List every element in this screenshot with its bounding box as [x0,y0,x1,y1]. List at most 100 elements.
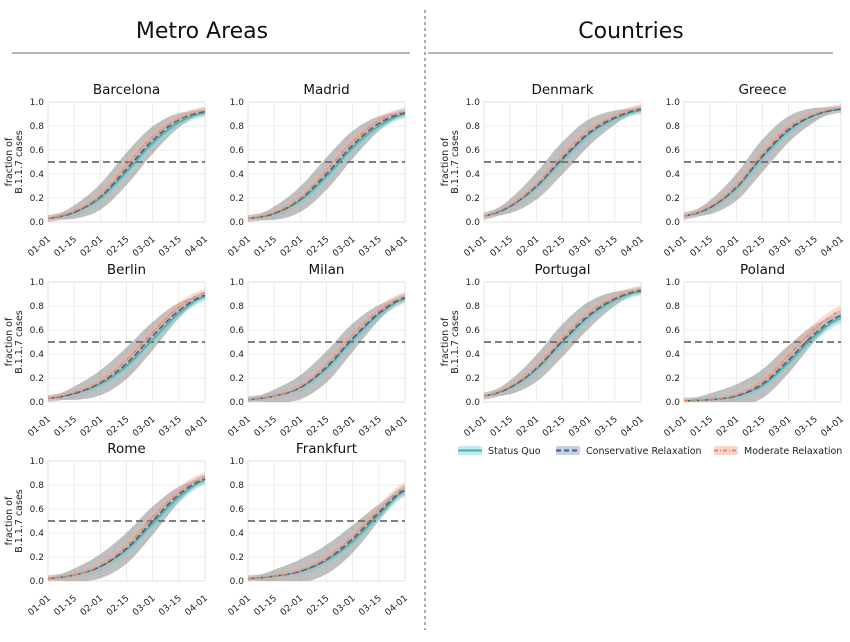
conservative-line [247,489,406,580]
x-tick-label: 02-01 [715,415,741,439]
conservative-band [248,108,405,222]
x-tick-label: 04-01 [183,594,209,618]
x-tick-label: 01-01 [462,235,488,259]
x-tick-label: 02-15 [105,235,131,259]
x-tick-label: 02-01 [79,415,105,439]
y-tick-label: 0.4 [30,170,45,180]
conservative-band [484,286,641,400]
x-tick-label: 01-15 [53,415,79,439]
moderate-band [48,288,205,402]
x-tick-label: 04-01 [819,415,845,439]
moderate-band [684,305,841,402]
x-tick-label: 01-01 [26,594,52,618]
y-tick-label: 0.4 [230,170,245,180]
x-tick-label: 01-15 [253,235,279,259]
status-quo-line [247,490,406,580]
y-tick-label: 0.2 [666,374,680,384]
x-tick-label: 03-01 [131,415,157,439]
moderate-line [47,109,206,220]
y-tick-label: 1.0 [666,98,681,108]
x-tick-label: 02-15 [741,235,767,259]
metro-areas-title: Metro Areas [136,19,268,44]
y-tick-label: 0.4 [466,170,481,180]
x-tick-label: 03-01 [331,235,357,259]
x-tick-label: 01-15 [253,594,279,618]
x-tick-label: 02-01 [515,235,541,259]
y-tick-label: 0.6 [230,326,245,336]
x-tick-label: 02-01 [279,594,305,618]
y-tick-label: 1.0 [666,278,681,288]
conservative-line [247,112,406,220]
x-tick-label: 04-01 [619,235,645,259]
status-quo-line [247,113,406,220]
legend-moderate-label: Moderate Relaxation [744,446,842,457]
y-tick-label: 1.0 [466,98,481,108]
y-tick-label: 1.0 [30,98,45,108]
legend-status-quo-label: Status Quo [488,446,541,457]
conservative-line [483,108,642,217]
y-tick-label: 0.2 [230,194,244,204]
uncertainty-band [48,294,205,400]
y-tick-label: 0.8 [230,302,245,312]
x-tick-label: 03-15 [793,415,819,439]
x-tick-label: 04-01 [183,235,209,259]
x-tick-label: 04-01 [619,415,645,439]
x-tick-label: 02-15 [305,235,331,259]
x-tick-label: 02-01 [279,415,305,439]
chart-title: Milan [309,262,345,278]
y-tick-label: 0.0 [230,577,245,587]
x-tick-label: 02-01 [79,594,105,618]
moderate-band [248,107,405,222]
uncertainty-band [484,289,641,397]
x-tick-label: 02-01 [279,235,305,259]
moderate-line [47,292,206,400]
y-axis-label-line2: B.1.1.7 cases [450,130,461,194]
x-tick-label: 03-15 [157,594,183,618]
moderate-line [247,295,406,401]
moderate-line [483,107,642,217]
moderate-band [48,472,205,581]
legend: Status Quo Conservative Relaxation Moder… [458,446,842,457]
uncertainty-band [248,297,405,402]
countries-title: Countries [578,19,684,44]
moderate-band [48,106,205,222]
chart-title: Rome [107,441,146,457]
y-tick-label: 0.6 [230,505,245,515]
x-tick-label: 03-15 [593,235,619,259]
y-axis-label-line2: B.1.1.7 cases [14,489,25,553]
x-tick-label: 01-15 [689,235,715,259]
uncertainty-band [48,111,205,220]
y-tick-label: 0.8 [666,302,681,312]
x-tick-label: 01-01 [226,594,252,618]
y-axis-label-line2: B.1.1.7 cases [14,310,25,374]
y-tick-label: 0.8 [230,122,245,132]
status-quo-band [484,106,641,220]
y-tick-label: 0.8 [230,481,245,491]
y-tick-label: 0.4 [230,529,245,539]
y-tick-label: 0.2 [30,553,44,563]
conservative-line [683,108,842,217]
y-tick-label: 0.0 [30,218,45,228]
x-tick-label: 03-15 [793,235,819,259]
y-axis-label-line2: B.1.1.7 cases [450,310,461,374]
x-tick-label: 02-15 [541,415,567,439]
moderate-band [248,292,405,402]
moderate-line [683,310,842,402]
y-tick-label: 0.8 [466,302,481,312]
status-quo-band [48,108,205,222]
y-tick-label: 0.8 [30,302,45,312]
y-tick-label: 0.0 [30,398,45,408]
y-tick-label: 0.6 [30,326,45,336]
chart-berlin: Berlin 01-01 01-15 02-01 02-15 03-01 03-15 04-0… [4,262,210,439]
y-tick-label: 0.2 [30,374,44,384]
x-tick-label: 01-15 [689,415,715,439]
conservative-line [247,296,406,401]
x-tick-label: 03-01 [767,235,793,259]
y-tick-label: 0.0 [30,577,45,587]
y-tick-label: 0.4 [30,529,45,539]
y-tick-label: 0.4 [30,350,45,360]
y-tick-label: 0.4 [666,170,681,180]
x-tick-label: 01-15 [53,594,79,618]
x-tick-label: 03-15 [593,415,619,439]
